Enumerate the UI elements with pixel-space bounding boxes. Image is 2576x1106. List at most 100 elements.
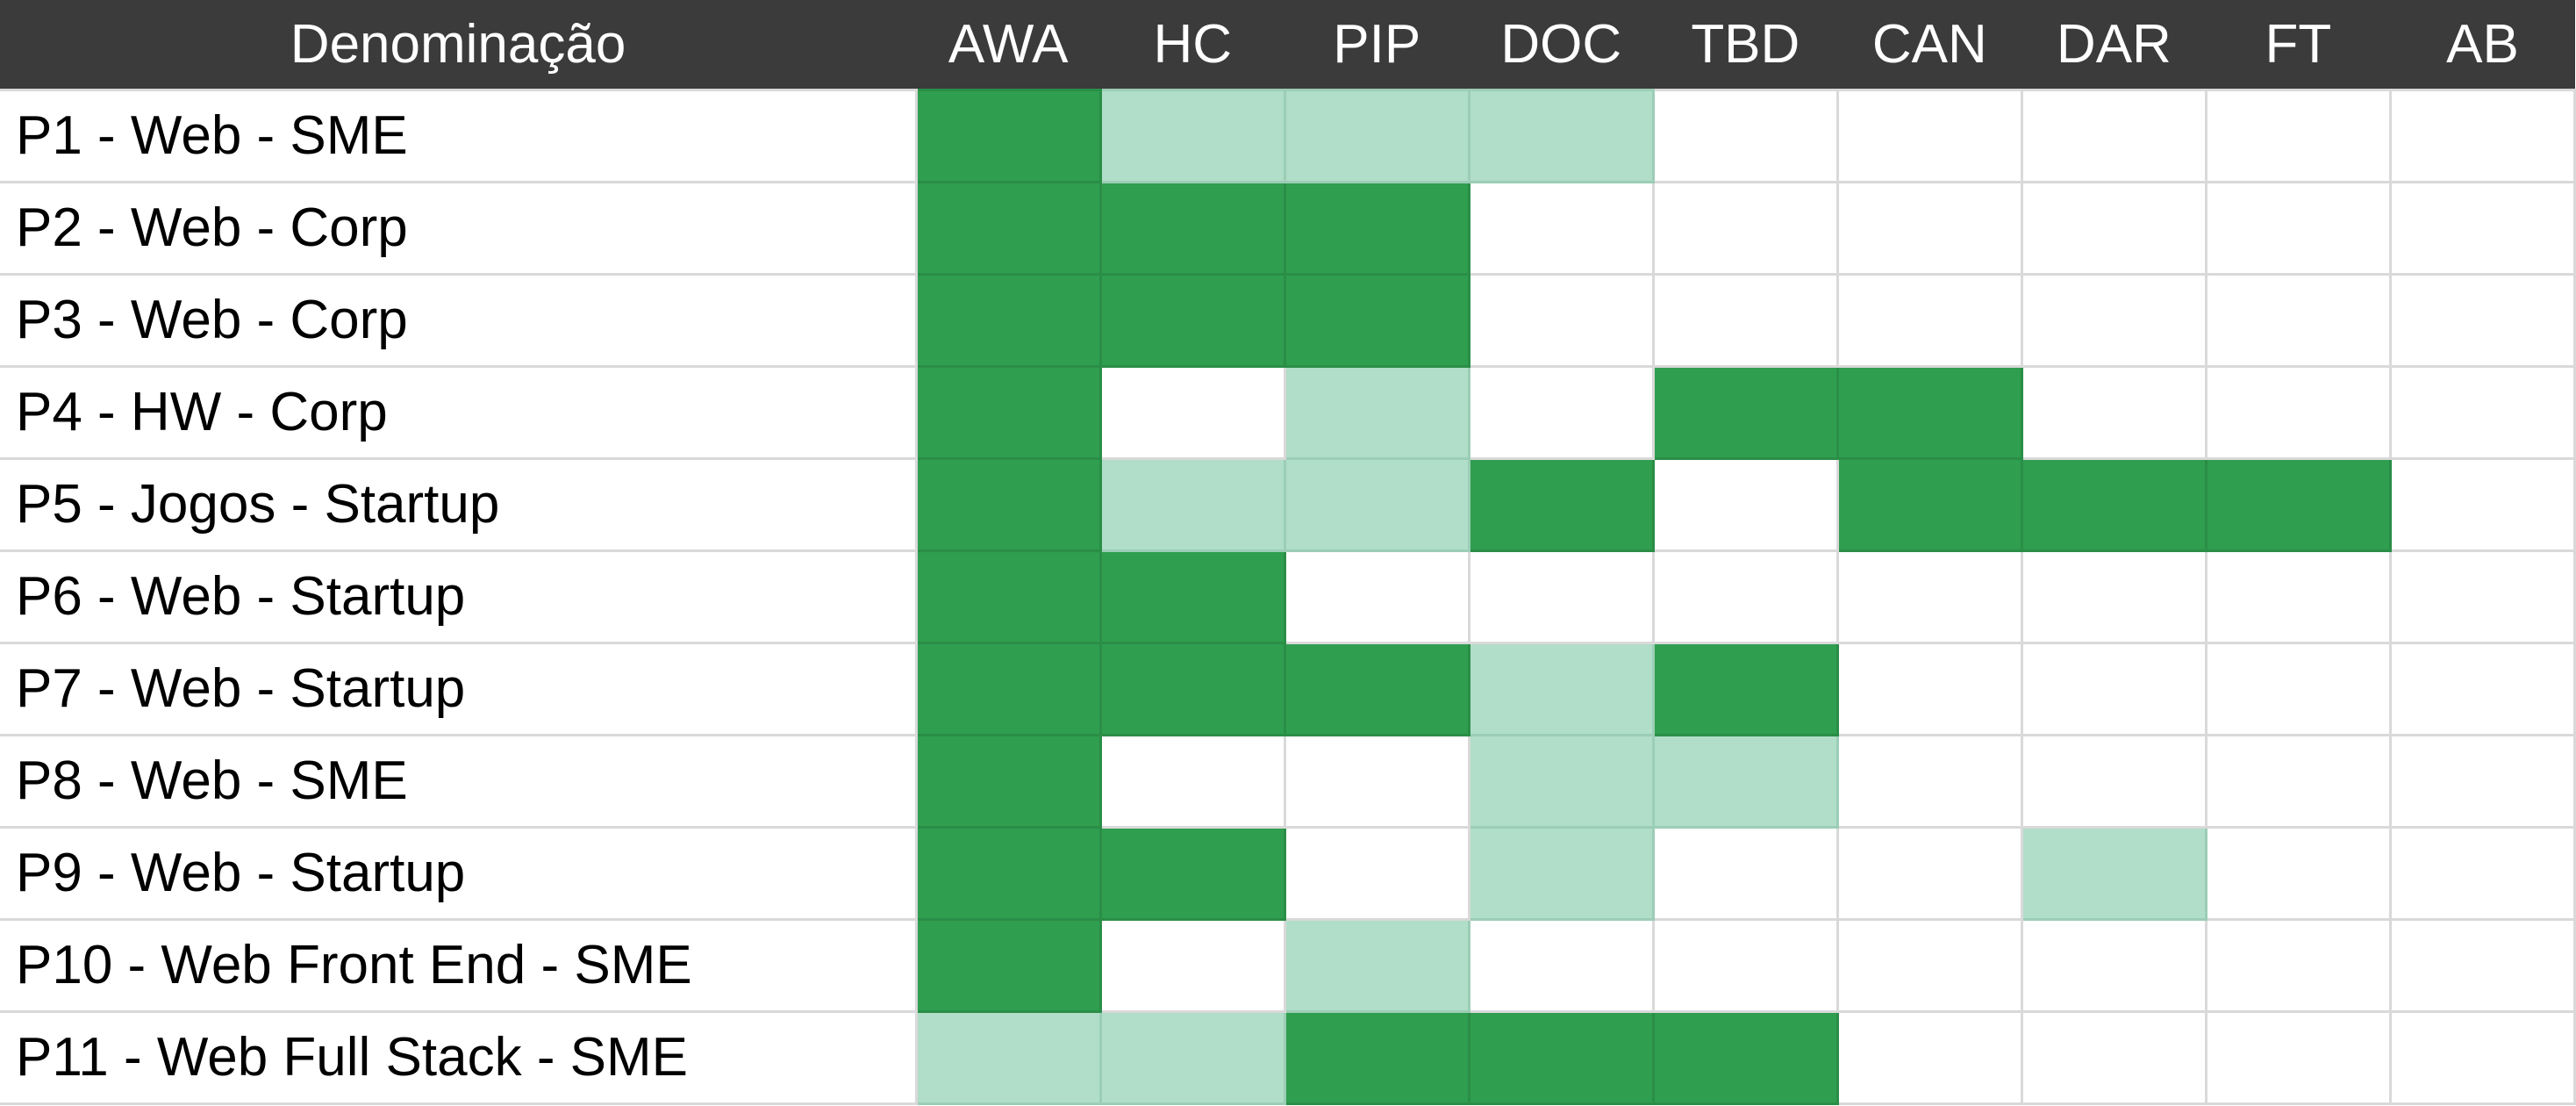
heat-cell[interactable]: [1835, 549, 2023, 644]
heat-cell[interactable]: [1835, 180, 2023, 276]
heat-cell[interactable]: [1835, 88, 2023, 183]
column-header[interactable]: DAR: [2021, 0, 2207, 90]
heat-cell[interactable]: [1467, 364, 1655, 460]
row-name-cell[interactable]: P5 - Jogos - Startup: [0, 456, 918, 552]
heat-cell[interactable]: [2020, 641, 2207, 736]
row-name-cell[interactable]: P8 - Web - SME: [0, 733, 918, 829]
column-header[interactable]: DOC: [1469, 0, 1654, 90]
row-name-cell[interactable]: P4 - HW - Corp: [0, 364, 918, 460]
heat-cell[interactable]: [914, 456, 1102, 552]
heat-cell[interactable]: [914, 364, 1102, 460]
heat-cell[interactable]: [1651, 917, 1839, 1013]
heat-cell[interactable]: [2388, 549, 2576, 644]
heat-cell[interactable]: [2388, 456, 2576, 552]
heat-cell[interactable]: [1467, 180, 1655, 276]
heat-cell[interactable]: [914, 917, 1102, 1013]
heat-cell[interactable]: [1098, 456, 1286, 552]
heat-cell[interactable]: [1098, 272, 1286, 368]
heat-cell[interactable]: [1098, 180, 1286, 276]
heat-cell[interactable]: [1467, 88, 1655, 183]
heat-cell[interactable]: [1651, 1009, 1839, 1105]
heat-cell[interactable]: [2204, 917, 2392, 1013]
heat-cell[interactable]: [2388, 364, 2576, 460]
heat-cell[interactable]: [1651, 88, 1839, 183]
heat-cell[interactable]: [1283, 1009, 1470, 1105]
heat-cell[interactable]: [2020, 733, 2207, 829]
heat-cell[interactable]: [2204, 456, 2392, 552]
heat-cell[interactable]: [1835, 825, 2023, 921]
column-header-denominacao[interactable]: Denominação: [0, 0, 917, 90]
heat-cell[interactable]: [2388, 825, 2576, 921]
heat-cell[interactable]: [914, 825, 1102, 921]
heat-cell[interactable]: [1835, 733, 2023, 829]
heat-cell[interactable]: [1098, 364, 1286, 460]
heat-cell[interactable]: [2020, 180, 2207, 276]
column-header[interactable]: FT: [2206, 0, 2391, 90]
heat-cell[interactable]: [1835, 364, 2023, 460]
heat-cell[interactable]: [1651, 733, 1839, 829]
heat-cell[interactable]: [2020, 1009, 2207, 1105]
heat-cell[interactable]: [1835, 272, 2023, 368]
heat-cell[interactable]: [1651, 364, 1839, 460]
heat-cell[interactable]: [1467, 1009, 1655, 1105]
heat-cell[interactable]: [1651, 180, 1839, 276]
heat-cell[interactable]: [1098, 917, 1286, 1013]
heat-cell[interactable]: [1283, 364, 1470, 460]
column-header[interactable]: HC: [1100, 0, 1285, 90]
heat-cell[interactable]: [2204, 549, 2392, 644]
heat-cell[interactable]: [2204, 272, 2392, 368]
heat-cell[interactable]: [2204, 733, 2392, 829]
heat-cell[interactable]: [2204, 825, 2392, 921]
heat-cell[interactable]: [1651, 272, 1839, 368]
heat-cell[interactable]: [2388, 641, 2576, 736]
heat-cell[interactable]: [1835, 456, 2023, 552]
row-name-cell[interactable]: P9 - Web - Startup: [0, 825, 918, 921]
heat-cell[interactable]: [1467, 456, 1655, 552]
heat-cell[interactable]: [1098, 1009, 1286, 1105]
heat-cell[interactable]: [1098, 641, 1286, 736]
column-header[interactable]: AWA: [916, 0, 1101, 90]
heat-cell[interactable]: [1467, 272, 1655, 368]
heat-cell[interactable]: [2388, 272, 2576, 368]
heat-cell[interactable]: [2204, 641, 2392, 736]
heat-cell[interactable]: [2020, 88, 2207, 183]
row-name-cell[interactable]: P6 - Web - Startup: [0, 549, 918, 644]
heat-cell[interactable]: [914, 549, 1102, 644]
heat-cell[interactable]: [2388, 180, 2576, 276]
heat-cell[interactable]: [1835, 917, 2023, 1013]
column-header[interactable]: CAN: [1837, 0, 2022, 90]
heat-cell[interactable]: [1467, 733, 1655, 829]
heat-cell[interactable]: [914, 272, 1102, 368]
heat-cell[interactable]: [1651, 456, 1839, 552]
column-header[interactable]: PIP: [1284, 0, 1470, 90]
column-header[interactable]: AB: [2390, 0, 2575, 90]
heat-cell[interactable]: [1283, 825, 1470, 921]
heat-cell[interactable]: [1467, 917, 1655, 1013]
heat-cell[interactable]: [914, 180, 1102, 276]
heat-cell[interactable]: [2020, 917, 2207, 1013]
heat-cell[interactable]: [2020, 549, 2207, 644]
heat-cell[interactable]: [2020, 272, 2207, 368]
heat-cell[interactable]: [1835, 1009, 2023, 1105]
heat-cell[interactable]: [1098, 733, 1286, 829]
heat-cell[interactable]: [1467, 825, 1655, 921]
heat-cell[interactable]: [2204, 180, 2392, 276]
heat-cell[interactable]: [914, 641, 1102, 736]
heat-cell[interactable]: [1651, 825, 1839, 921]
heat-cell[interactable]: [1098, 825, 1286, 921]
column-header[interactable]: TBD: [1653, 0, 1838, 90]
heat-cell[interactable]: [1283, 641, 1470, 736]
heat-cell[interactable]: [2020, 364, 2207, 460]
heat-cell[interactable]: [2020, 456, 2207, 552]
heat-cell[interactable]: [2020, 825, 2207, 921]
row-name-cell[interactable]: P7 - Web - Startup: [0, 641, 918, 736]
row-name-cell[interactable]: P3 - Web - Corp: [0, 272, 918, 368]
heat-cell[interactable]: [1283, 733, 1470, 829]
row-name-cell[interactable]: P1 - Web - SME: [0, 88, 918, 183]
heat-cell[interactable]: [2388, 917, 2576, 1013]
row-name-cell[interactable]: P10 - Web Front End - SME: [0, 917, 918, 1013]
heat-cell[interactable]: [1283, 180, 1470, 276]
heat-cell[interactable]: [2388, 88, 2576, 183]
row-name-cell[interactable]: P11 - Web Full Stack - SME: [0, 1009, 918, 1105]
heat-cell[interactable]: [2204, 364, 2392, 460]
